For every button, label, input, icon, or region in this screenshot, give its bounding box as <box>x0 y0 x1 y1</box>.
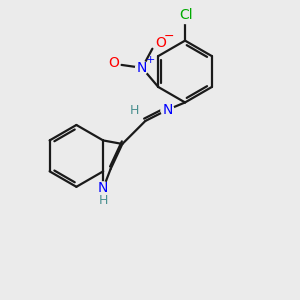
Text: H: H <box>129 104 139 117</box>
Text: Cl: Cl <box>179 8 192 22</box>
Text: +: + <box>146 55 155 64</box>
Circle shape <box>107 57 120 70</box>
Text: N: N <box>137 61 147 75</box>
Circle shape <box>136 61 148 74</box>
Text: N: N <box>98 182 108 195</box>
Text: −: − <box>163 30 174 43</box>
Text: N: N <box>162 103 172 117</box>
Circle shape <box>177 6 194 23</box>
Circle shape <box>154 36 167 49</box>
Circle shape <box>161 103 174 116</box>
Text: O: O <box>155 36 166 50</box>
Text: H: H <box>99 194 108 207</box>
Circle shape <box>97 182 110 195</box>
Text: O: O <box>108 56 119 70</box>
